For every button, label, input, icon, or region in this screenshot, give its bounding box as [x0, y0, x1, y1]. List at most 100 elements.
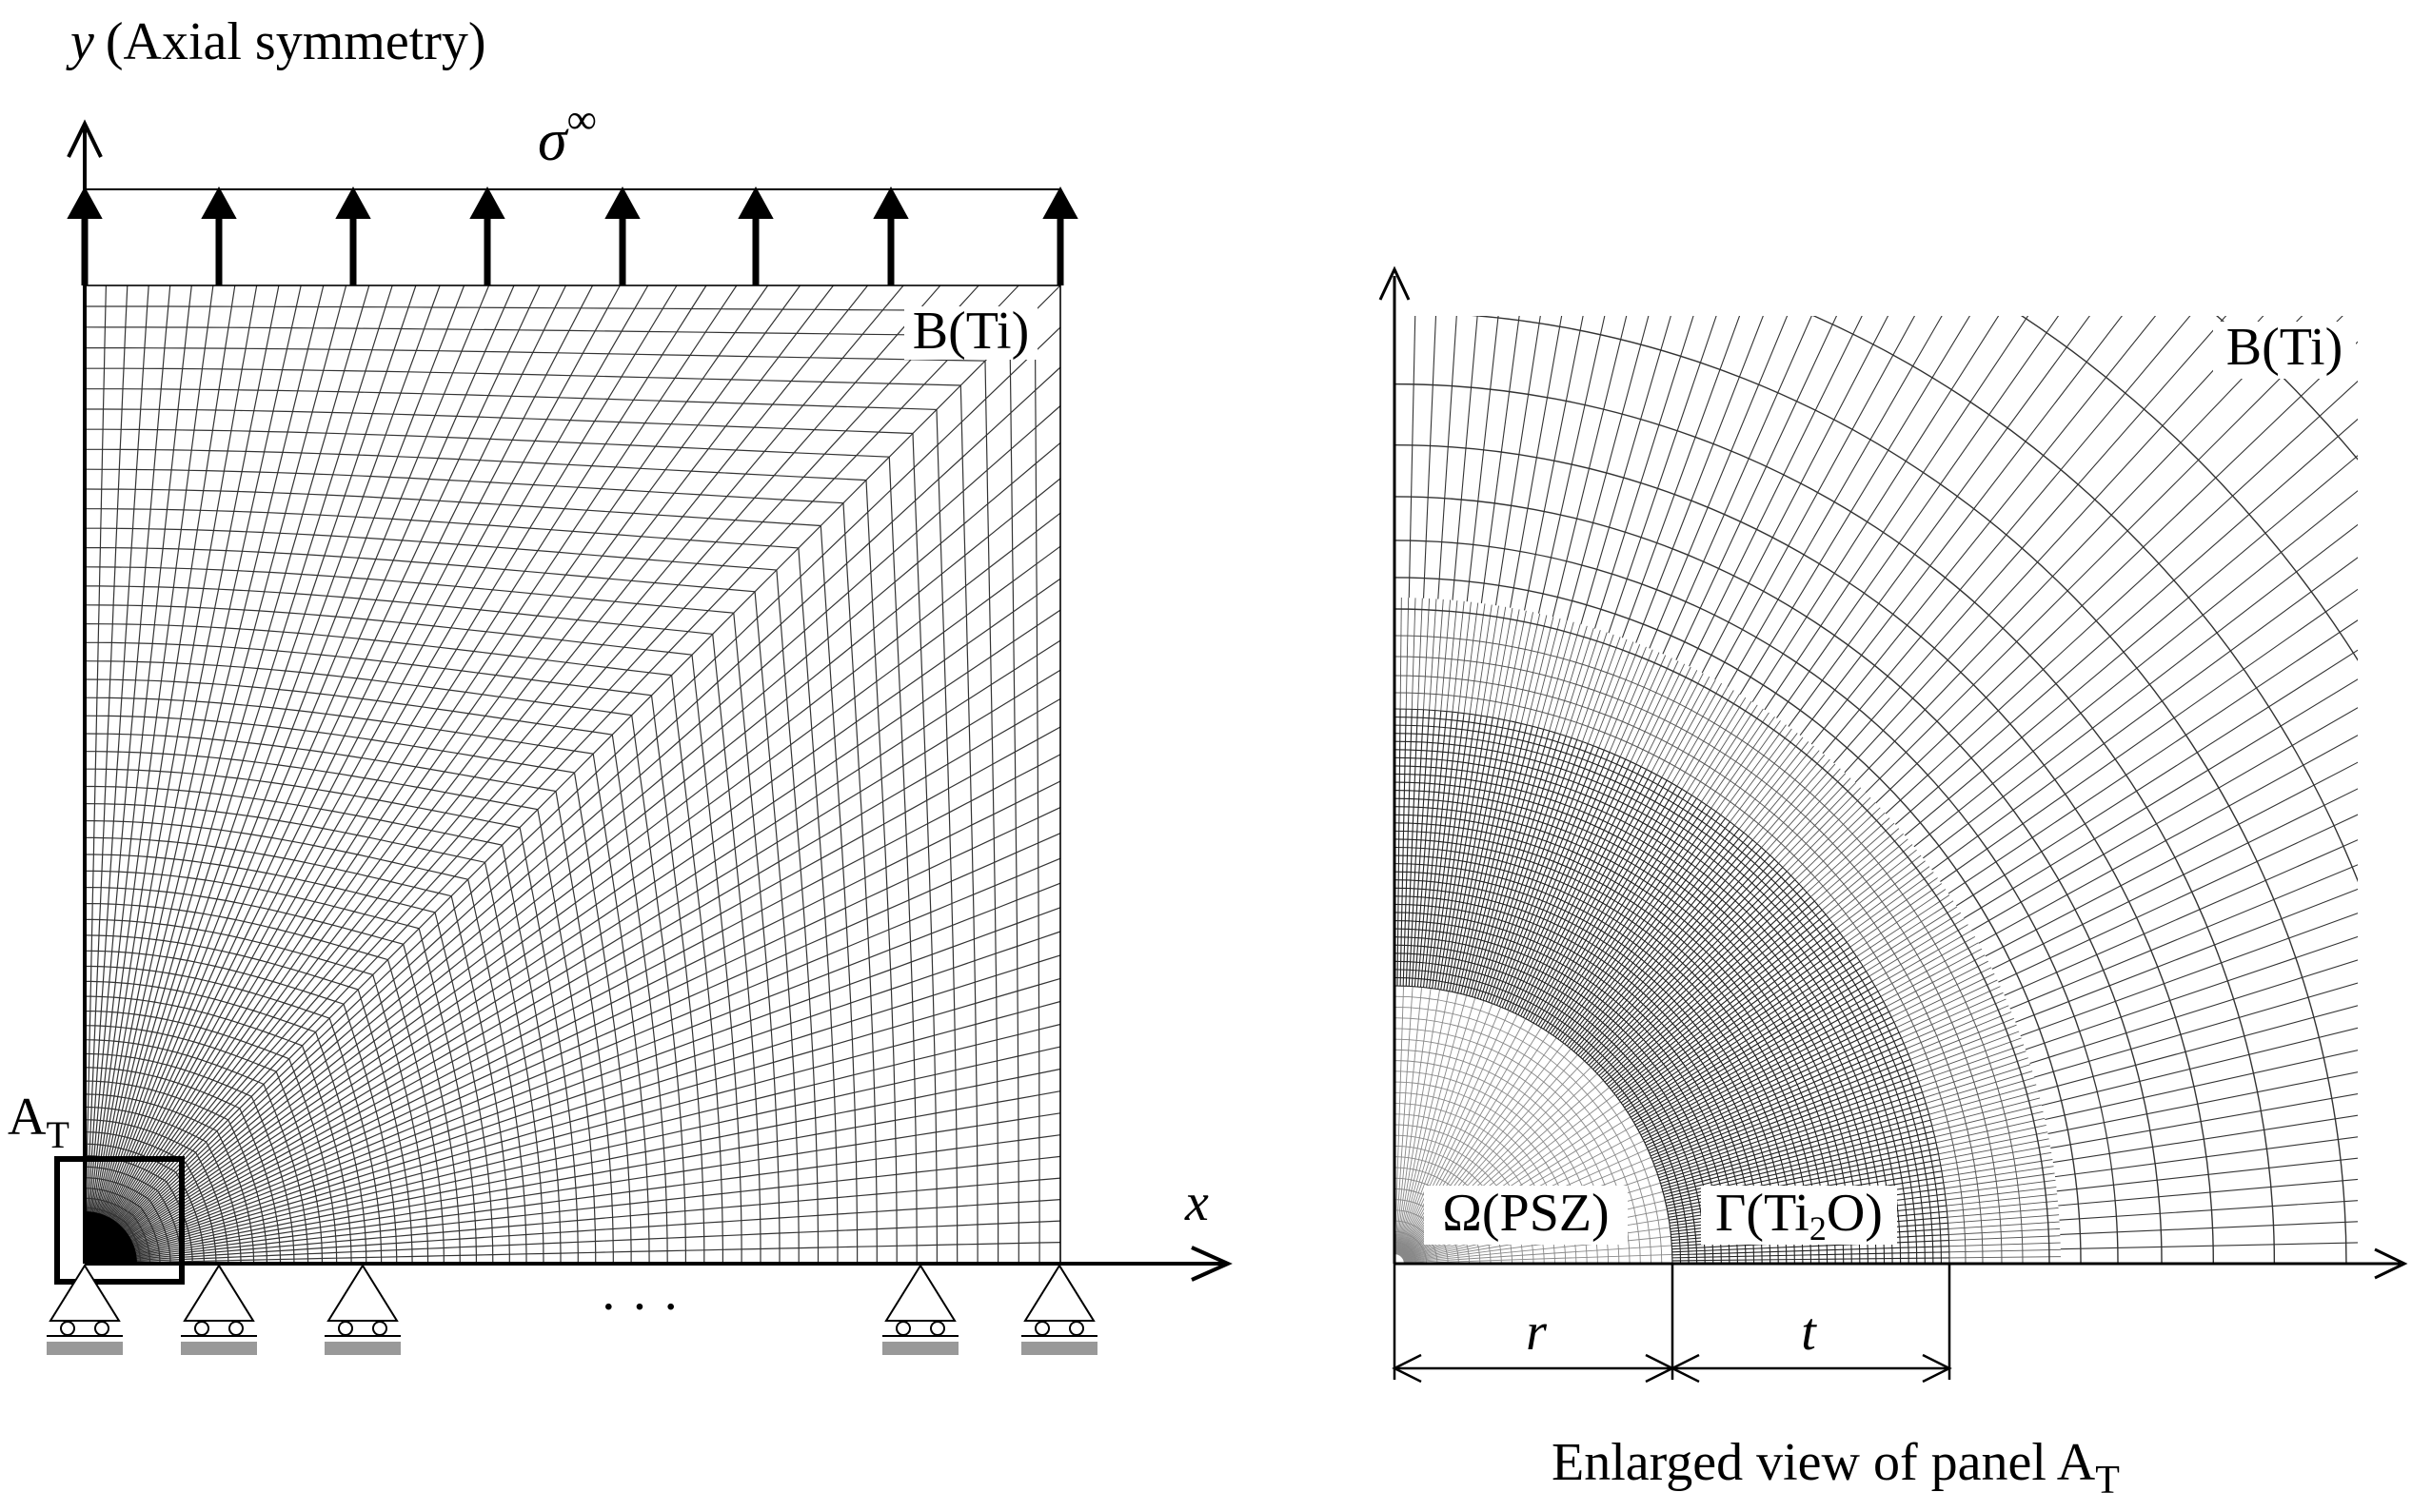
- arrow-head: [738, 187, 774, 219]
- mesh-line: [1395, 989, 1441, 1255]
- mesh-line: [1822, 316, 2191, 755]
- arrow-head: [2374, 1247, 2408, 1280]
- mesh-line: [89, 285, 541, 1251]
- mesh-line: [1829, 849, 1917, 920]
- mesh-line: [91, 285, 678, 1252]
- mesh-line: [94, 326, 1061, 1254]
- mesh-line: [97, 833, 1061, 1259]
- load-label: σ∞: [538, 96, 597, 173]
- mesh-line: [89, 285, 441, 1250]
- mesh-line: [99, 1242, 1061, 1265]
- mesh-line: [1411, 598, 1416, 710]
- mesh-line: [1434, 599, 1444, 711]
- mesh-line: [1615, 928, 1837, 1096]
- x-axis-label: x: [1184, 1173, 1209, 1232]
- mesh-line: [1611, 918, 1830, 1092]
- mesh-line: [1836, 860, 1926, 929]
- mesh-line: [1429, 599, 1437, 711]
- mesh-line: [1650, 1048, 1907, 1157]
- mesh-line: [1821, 838, 1908, 911]
- mesh-line: [1643, 1016, 1892, 1141]
- mesh-line: [1452, 316, 1478, 600]
- mesh-line: [1621, 316, 1741, 638]
- matrix-label: B(Ti): [2226, 318, 2343, 377]
- mesh-line: [1658, 1091, 1923, 1179]
- mesh-line: [1565, 630, 1601, 736]
- label-bg: [2213, 322, 2356, 379]
- mesh-line: [1810, 316, 2157, 745]
- caption-sub: T: [2095, 1459, 2120, 1502]
- mesh-line: [1666, 682, 1723, 781]
- mesh-line: [1653, 1064, 1913, 1165]
- mesh-line: [97, 857, 1061, 1259]
- mesh-line: [97, 754, 1061, 1258]
- mesh-line: [1654, 1070, 1915, 1168]
- mesh-line: [1938, 1131, 2048, 1155]
- support: [183, 1264, 255, 1322]
- mesh-line: [1651, 673, 1704, 773]
- mesh-line: [1432, 714, 1471, 989]
- panel-marker: AT: [8, 1088, 69, 1156]
- mesh-line: [1686, 697, 1747, 793]
- mesh-line: [1940, 588, 2358, 882]
- mesh-line: [1618, 936, 1844, 1101]
- mesh-line: [1587, 638, 1628, 744]
- mesh-line: [1398, 1027, 1542, 1256]
- mesh-line: [1582, 854, 1771, 1060]
- mesh-line: [2058, 1178, 2358, 1207]
- ground: [181, 1342, 257, 1355]
- arrow-head: [1922, 1353, 1952, 1384]
- mesh-line: [86, 285, 192, 1249]
- mesh-line: [1525, 774, 1657, 1019]
- mesh-line: [2009, 864, 2358, 1010]
- mesh-line: [1844, 316, 2264, 774]
- mesh-line: [1924, 1064, 2031, 1099]
- mesh-line: [1916, 1037, 2022, 1076]
- mesh-line: [1896, 979, 1998, 1029]
- mesh-line: [1635, 663, 1686, 765]
- mesh-line: [1394, 986, 1405, 1255]
- mesh-line: [1662, 1119, 1931, 1192]
- mesh-line: [1941, 1151, 2052, 1172]
- mesh-line: [1710, 716, 1775, 809]
- mesh-line: [1452, 720, 1511, 992]
- mesh-line: [1647, 1031, 1900, 1149]
- mesh-line: [1394, 608, 2050, 1264]
- mesh-line: [1720, 724, 1787, 815]
- mesh-line: [1931, 557, 2358, 871]
- mesh-line: [1631, 975, 1869, 1121]
- mesh-line: [88, 285, 370, 1250]
- decorations: [47, 119, 2408, 1384]
- mesh-line: [1849, 883, 1943, 948]
- mesh-line: [1457, 723, 1522, 993]
- mesh-line: [1859, 900, 1954, 962]
- mesh-line: [1832, 854, 1922, 925]
- mesh-line: [93, 285, 904, 1253]
- dense-core: [85, 1211, 137, 1264]
- mesh-line: [1571, 835, 1750, 1051]
- arrow-head: [1392, 1353, 1422, 1384]
- mesh-line: [1537, 789, 1683, 1027]
- mesh-line: [1609, 649, 1653, 753]
- layer-suffix: O): [1827, 1184, 1883, 1243]
- mesh-line: [1398, 1018, 1527, 1256]
- mesh-line: [1399, 598, 1402, 710]
- mesh-line: [1405, 709, 1418, 987]
- mesh-line: [1396, 997, 1476, 1255]
- mesh-line: [90, 285, 621, 1251]
- mesh-line: [1833, 316, 2227, 764]
- mesh-line: [1866, 912, 1962, 972]
- mesh-line: [1671, 1251, 1949, 1259]
- mesh-line: [1649, 1042, 1905, 1154]
- mesh-line: [86, 285, 214, 1249]
- mesh-line: [2025, 935, 2358, 1051]
- mesh-line: [1620, 941, 1848, 1104]
- roller: [372, 1321, 387, 1336]
- mesh-line: [1671, 1257, 1949, 1262]
- mesh-line: [1486, 606, 1507, 717]
- mesh-line: [1671, 686, 1729, 784]
- mesh-line: [1584, 858, 1775, 1062]
- mesh-line: [1416, 710, 1442, 988]
- mesh-line: [1802, 812, 1886, 889]
